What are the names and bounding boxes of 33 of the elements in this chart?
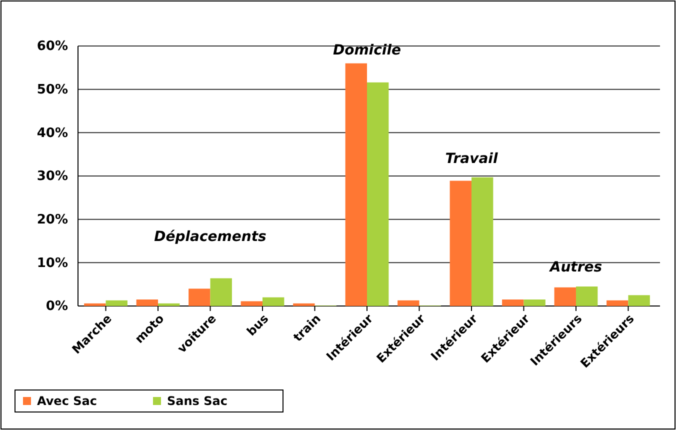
y-tick-label: 60% (36, 39, 68, 54)
annotation: Travail (445, 151, 498, 167)
bar (628, 295, 650, 306)
legend-label: Avec Sac (37, 394, 97, 408)
bar (106, 300, 128, 306)
annotation: Domicile (332, 42, 402, 59)
bar (554, 287, 576, 306)
bar (262, 297, 284, 306)
bar (471, 177, 494, 306)
bar (450, 180, 472, 306)
bar (293, 303, 315, 306)
y-tick-label: 20% (36, 212, 68, 228)
bar (606, 300, 628, 306)
bar (188, 288, 210, 306)
bar (576, 286, 598, 306)
bar (210, 278, 232, 306)
legend-label: Sans Sac (167, 394, 228, 408)
bar (158, 303, 180, 306)
bar (345, 63, 367, 306)
y-tick-label: 40% (36, 126, 68, 141)
annotation: Déplacements (154, 229, 266, 245)
bar (136, 300, 158, 306)
bar (367, 82, 389, 306)
bar (502, 300, 524, 306)
bar (240, 301, 263, 306)
y-tick-label: 50% (36, 82, 68, 98)
bar (84, 303, 106, 306)
annotation: Autres (548, 259, 602, 276)
y-tick-label: 30% (36, 169, 68, 184)
bar (398, 300, 420, 306)
y-tick-label: 0% (46, 299, 68, 314)
y-tick-label: 10% (36, 256, 68, 271)
bar (524, 300, 546, 306)
